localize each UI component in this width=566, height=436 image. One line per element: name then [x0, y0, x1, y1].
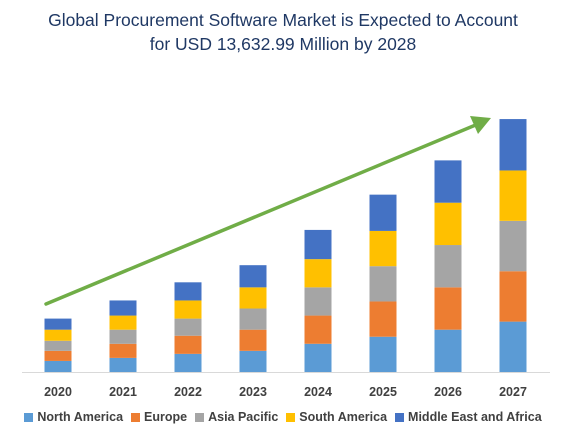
bar-segment-2025-north-america: [369, 336, 397, 372]
legend-label-north-america: North America: [37, 410, 124, 424]
x-tick-label-2025: 2025: [369, 385, 397, 399]
legend-label-europe: Europe: [144, 410, 188, 424]
bar-segment-2027-middle-east-and-africa: [499, 119, 527, 171]
trend-arrow-line: [44, 122, 480, 306]
legend-label-south-america: South America: [299, 410, 388, 424]
legend-swatch-europe: [131, 412, 141, 422]
bar-segment-2020-north-america: [44, 360, 72, 372]
bar-segment-2026-south-america: [434, 202, 462, 246]
bar-segment-2022-middle-east-and-africa: [174, 282, 202, 301]
legend-label-middle-east-and-africa: Middle East and Africa: [408, 410, 542, 424]
legend-label-asia-pacific: Asia Pacific: [208, 410, 279, 424]
legend-swatch-asia-pacific: [195, 412, 205, 422]
chart-title-line-1: Global Procurement Software Market is Ex…: [48, 10, 518, 30]
chart-title-line-2: for USD 13,632.99 Million by 2028: [149, 34, 417, 54]
x-tick-label-2022: 2022: [174, 385, 202, 399]
bar-segment-2022-europe: [174, 335, 202, 354]
bar-segment-2026-middle-east-and-africa: [434, 160, 462, 203]
x-tick-label-2023: 2023: [239, 385, 267, 399]
bar-segment-2021-europe: [109, 343, 137, 358]
bar-segment-2027-south-america: [499, 170, 527, 221]
bar-segment-2024-south-america: [304, 259, 332, 288]
bar-segment-2022-north-america: [174, 353, 202, 372]
bar-segment-2021-asia-pacific: [109, 329, 137, 344]
legend-item-middle-east-and-africa: Middle East and Africa: [395, 410, 542, 424]
chart-title: Global Procurement Software Market is Ex…: [0, 8, 566, 56]
bar-segment-2026-asia-pacific: [434, 245, 462, 288]
bar-segment-2027-north-america: [499, 321, 527, 372]
bar-segment-2021-north-america: [109, 357, 137, 372]
bar-segment-2023-north-america: [239, 350, 267, 372]
legend-item-europe: Europe: [131, 410, 187, 424]
bar-segment-2021-middle-east-and-africa: [109, 300, 137, 316]
bar-segment-2025-middle-east-and-africa: [369, 194, 397, 231]
bar-segment-2020-south-america: [44, 329, 72, 341]
bar-segment-2025-asia-pacific: [369, 266, 397, 302]
bar-segment-2024-europe: [304, 315, 332, 344]
bar-segment-2027-asia-pacific: [499, 220, 527, 272]
bar-segment-2020-asia-pacific: [44, 340, 72, 351]
legend-item-south-america: South America: [286, 410, 387, 424]
bar-segment-2024-middle-east-and-africa: [304, 229, 332, 260]
bar-segment-2026-north-america: [434, 329, 462, 372]
bar-segment-2020-middle-east-and-africa: [44, 318, 72, 330]
legend-swatch-south-america: [286, 412, 296, 422]
x-tick-label-2026: 2026: [434, 385, 462, 399]
bar-segment-2023-asia-pacific: [239, 308, 267, 330]
bar-segment-2026-europe: [434, 287, 462, 330]
legend-item-asia-pacific: Asia Pacific: [195, 410, 278, 424]
bar-segment-2023-south-america: [239, 287, 267, 309]
bar-segment-2024-asia-pacific: [304, 287, 332, 316]
bar-segment-2025-south-america: [369, 230, 397, 267]
bar-segment-2021-south-america: [109, 315, 137, 330]
x-tick-label-2021: 2021: [109, 385, 137, 399]
bar-segment-2022-asia-pacific: [174, 318, 202, 336]
chart-legend: North America Europe Asia Pacific South Ame…: [0, 410, 566, 424]
bar-segment-2022-south-america: [174, 300, 202, 319]
legend-swatch-north-america: [24, 412, 34, 422]
bar-segment-2023-middle-east-and-africa: [239, 265, 267, 288]
x-tick-label-2020: 2020: [44, 385, 72, 399]
bar-segment-2025-europe: [369, 301, 397, 337]
legend-item-north-america: North America: [24, 410, 123, 424]
bar-segment-2023-europe: [239, 329, 267, 351]
x-tick-label-2024: 2024: [304, 385, 332, 399]
x-tick-label-2027: 2027: [499, 385, 527, 399]
bar-segment-2020-europe: [44, 350, 72, 361]
legend-swatch-middle-east-and-africa: [395, 412, 405, 422]
bar-segment-2024-north-america: [304, 343, 332, 372]
bar-segment-2027-europe: [499, 271, 527, 322]
trend-arrow-head: [470, 116, 491, 134]
